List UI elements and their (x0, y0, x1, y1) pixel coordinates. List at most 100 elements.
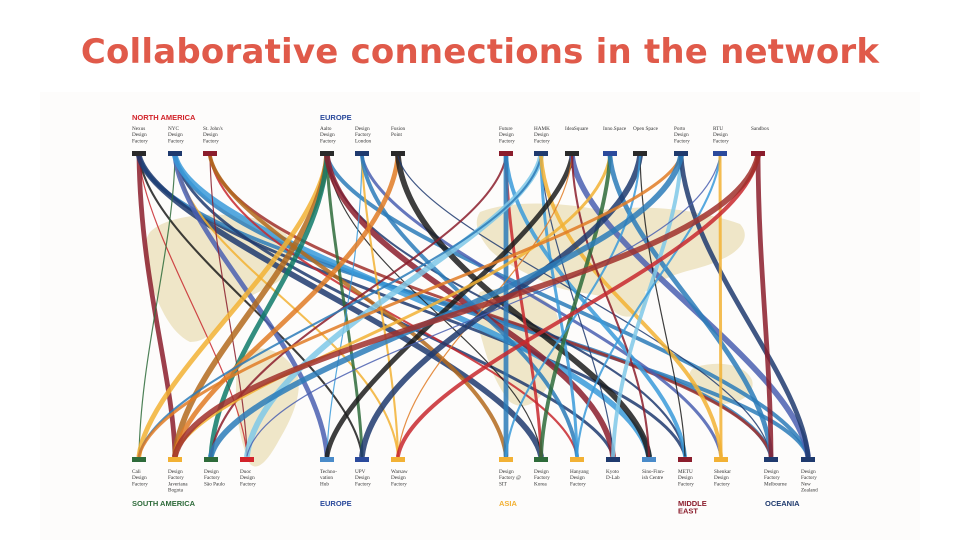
top-node-marker (751, 151, 765, 156)
connection-curve (246, 155, 721, 457)
bottom-node-label: Cali Design Factory (132, 469, 148, 487)
connection-curve (137, 154, 683, 458)
bottom-node-label: METU Design Factory (678, 469, 694, 487)
bottom-node-label: Design Factory São Paulo (204, 469, 225, 487)
bottom-node-label: Techno-vation Hub (320, 469, 337, 487)
node-markers (132, 151, 815, 462)
top-node-marker (633, 151, 647, 156)
top-node-marker (713, 151, 727, 156)
node-labels: Nexus Design Factory NYC Design Factory St. Jo… (132, 126, 818, 494)
bottom-node-label: UPV Design Factory (355, 469, 371, 487)
connection-curve (570, 154, 651, 458)
top-node-marker (565, 151, 579, 156)
top-node-label: Sandbox (751, 126, 770, 132)
top-node-marker (674, 151, 688, 156)
bottom-node-label: Design Factory Javeriana Bogota (168, 469, 188, 494)
bottom-node-label: Sino-Finn-ish Centre (642, 469, 665, 481)
connection-curve (539, 154, 723, 458)
bottom-node-label: Design Factory @ SIT (499, 469, 521, 487)
connection-curve (326, 155, 542, 457)
connection-curve (607, 153, 774, 459)
map-landmass (476, 203, 745, 299)
connection-curve (209, 154, 508, 458)
top-node-marker (355, 151, 369, 156)
connection-curve (172, 153, 761, 459)
bottom-node-label: Hanyang Design Factory (570, 469, 589, 487)
top-node-label: RTU Design Factory (713, 126, 729, 144)
top-node-label: Aalto Design Factory (320, 126, 336, 144)
connection-curve (611, 154, 683, 458)
connection-curve (172, 153, 401, 459)
region-label-top: NORTH AMERICA (132, 113, 196, 122)
connection-curve (208, 154, 508, 458)
bottom-node-label: Design Factory Korea (534, 469, 550, 487)
bottom-node-label: Shenkar Design Factory (714, 469, 731, 487)
bottom-node-marker (570, 457, 584, 462)
bottom-node-label: Design Factory New Zealand (801, 469, 818, 494)
bottom-node-label: Warsaw Design Factory (391, 469, 408, 487)
top-node-marker (534, 151, 548, 156)
region-label-bottom: ASIA (499, 499, 518, 508)
region-label-top: EUROPE (320, 113, 352, 122)
bottom-node-marker (391, 457, 405, 462)
connection-curve (137, 154, 543, 458)
bottom-node-label: Design Factory Melbourne (764, 469, 787, 487)
connection-curve (173, 154, 612, 458)
connection-curve (325, 154, 810, 458)
top-node-label: Future Design Factory (499, 126, 515, 144)
bottom-node-marker (168, 457, 182, 462)
top-node-label: Porto Design Factory (674, 126, 690, 144)
connection-curve (136, 153, 178, 459)
region-label-bottom: EUROPE (320, 499, 352, 508)
connection-curve (396, 154, 760, 458)
connection-curve (137, 154, 364, 458)
top-node-label: Design Factory London (355, 126, 372, 144)
top-node-marker (320, 151, 334, 156)
bottom-node-marker (132, 457, 146, 462)
top-node-label: Nexus Design Factory (132, 126, 148, 144)
top-node-label: St. John's Design Factory (203, 126, 223, 144)
bottom-node-label: Kyoto D-Lab (606, 469, 620, 481)
top-node-label: IdeaSquare (565, 126, 589, 132)
top-node-label: Fusion Point (391, 126, 406, 138)
connection-curve (575, 154, 722, 458)
top-node-label: Open Space (633, 126, 659, 132)
connection-curve (569, 153, 811, 459)
connection-curve (136, 153, 544, 459)
bottom-node-marker (320, 457, 334, 462)
bottom-node-marker (801, 457, 815, 462)
bottom-node-marker (534, 457, 548, 462)
top-node-marker (603, 151, 617, 156)
connection-curve (678, 153, 811, 459)
connection-curves (136, 153, 811, 459)
connection-curve (208, 154, 579, 458)
top-node-marker (499, 151, 513, 156)
top-node-label: NYC Design Factory (168, 126, 184, 144)
bottom-node-marker (642, 457, 656, 462)
network-diagram-panel: Nexus Design Factory NYC Design Factory St. Jo… (40, 92, 920, 540)
connection-curve (504, 154, 642, 458)
bottom-node-label: Duoc Design Factory (240, 469, 256, 487)
region-labels: NORTH AMERICA EUROPE SOUTH AMERICA EUROPE AS… (132, 113, 800, 516)
slide-title: Collaborative connections in the network (80, 32, 880, 72)
top-node-marker (203, 151, 217, 156)
top-node-label: Inno.Space (603, 126, 627, 132)
bottom-node-marker (499, 457, 513, 462)
region-label-bottom: OCEANIA (765, 499, 800, 508)
connection-curve (639, 155, 686, 457)
bottom-node-marker (678, 457, 692, 462)
bottom-node-marker (204, 457, 218, 462)
bottom-node-marker (764, 457, 778, 462)
region-label-bottom: MIDDLE EAST (678, 499, 707, 516)
connection-curve (539, 154, 579, 458)
connection-curve (208, 153, 330, 459)
connection-curve (172, 153, 330, 459)
network-diagram: Nexus Design Factory NYC Design Factory St. Jo… (132, 113, 818, 516)
top-node-label: HAMK Design Factory (534, 126, 550, 144)
connection-curve (539, 154, 612, 458)
connection-curve (136, 153, 330, 459)
bottom-node-marker (355, 457, 369, 462)
connection-curve (138, 155, 176, 457)
region-label-bottom: SOUTH AMERICA (132, 499, 196, 508)
top-node-marker (168, 151, 182, 156)
